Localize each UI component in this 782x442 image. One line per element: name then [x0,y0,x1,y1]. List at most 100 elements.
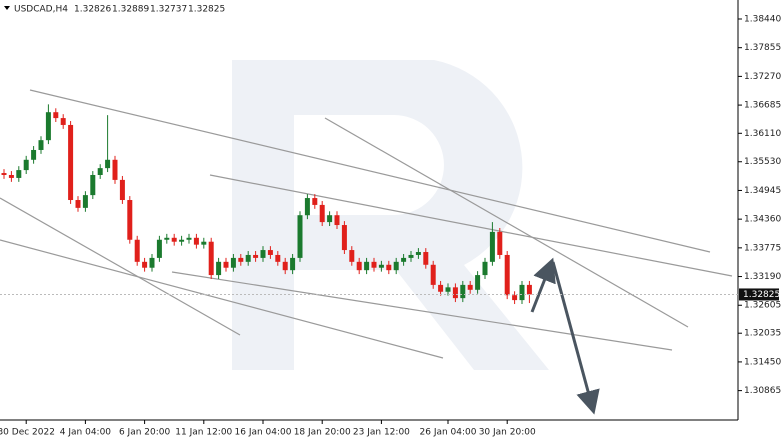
candle-body [149,257,155,268]
x-tick-label: 30 Jan 20:00 [479,428,536,438]
y-tick-label: 1.33775 [744,243,781,253]
candle-body [1,173,7,175]
candle-body [489,231,495,262]
candle-body [467,284,473,290]
candle-body [134,239,140,262]
candle-body [216,261,222,276]
candle-body [53,112,59,119]
last-price-tag [739,288,779,301]
candle-body [171,237,177,242]
candle-body [156,239,162,258]
trend-line [209,174,733,277]
y-tick-label: 1.38440 [744,14,781,24]
arrow-down [551,261,600,415]
header-value: 1.32825 [188,5,225,15]
trend-line [324,117,689,328]
candle-body [105,159,111,169]
candle-body [68,124,74,201]
candle-body [393,261,399,271]
last-price-label: 1.32825 [743,290,780,300]
candle-body [275,254,281,262]
y-tick-label: 1.33190 [744,272,781,282]
candle-body [112,159,118,180]
candle-body [519,284,525,301]
y-tick-label: 1.30865 [744,386,781,396]
y-tick-label: 1.32035 [744,329,781,339]
candle-body [193,237,199,245]
y-tick-label: 1.34945 [744,186,781,196]
candle-body [238,257,244,262]
candle-body [378,264,384,268]
candles [1,104,532,305]
candle-body [38,140,44,150]
candle-body [208,241,214,276]
candle-body [201,241,207,245]
y-tick-label: 1.32605 [744,301,781,311]
symbol: USDCAD,H4 [14,5,68,15]
candle-body [245,254,251,262]
x-tick-label: 6 Jan 20:00 [119,428,171,438]
forecast-arrows [530,257,600,415]
candle-body [423,252,429,265]
x-tick-label: 23 Jan 12:00 [353,428,410,438]
candle-body [253,254,259,258]
candle-body [526,284,532,295]
candle-body [482,261,488,276]
candle-body [460,284,466,299]
candle-body [119,179,125,201]
candle-body [475,275,481,290]
y-tick-label: 1.34360 [744,215,781,225]
candle-body [445,287,451,292]
candle-body [408,254,414,258]
x-tick-label: 16 Jan 04:00 [235,428,292,438]
candle-body [334,215,340,226]
candle-body [430,264,436,285]
trend-line [171,271,673,351]
candle-body [142,261,148,268]
candle-body [327,215,333,223]
y-tick-label: 1.37855 [744,43,781,53]
header-value: 1.32889 [112,5,149,15]
watermark [232,60,549,370]
candle-body [512,295,518,301]
candle-body [230,257,236,268]
candle-body [267,250,273,255]
candle-body [349,250,355,262]
candle-body [341,225,347,251]
trend-lines [0,89,733,359]
x-tick-label: 30 Dec 2022 [0,428,55,438]
y-tick-label: 1.36685 [744,101,781,111]
x-tick-label: 18 Jan 20:00 [294,428,351,438]
candle-body [45,112,51,141]
candle-body [127,200,133,240]
candle-body [282,261,288,271]
trend-line [0,197,241,336]
candle-body [97,168,103,175]
candle-body [186,237,192,240]
candle-body [164,237,170,240]
candle-body [319,204,325,223]
candle-body [16,170,22,178]
candle-body [452,287,458,299]
candle-body [364,261,370,271]
y-tick-label: 1.35530 [744,157,781,167]
candle-body [179,239,185,242]
candle-body [371,261,377,268]
candle-body [415,252,421,255]
arrow-up [530,257,556,313]
candle-body [260,250,266,258]
candle-body [23,159,29,171]
candle-body [82,195,88,208]
trend-line [0,239,444,359]
candle-body [297,215,303,258]
menu-triangle[interactable] [4,6,10,10]
x-tick-label: 4 Jan 04:00 [60,428,112,438]
candle-body [60,118,66,125]
candle-body [497,231,503,255]
candle-body [304,198,310,216]
header-value: 1.32737 [150,5,187,15]
y-tick-label: 1.31450 [744,357,781,367]
y-tick-label: 1.36110 [744,129,781,139]
candle-body [8,174,14,178]
